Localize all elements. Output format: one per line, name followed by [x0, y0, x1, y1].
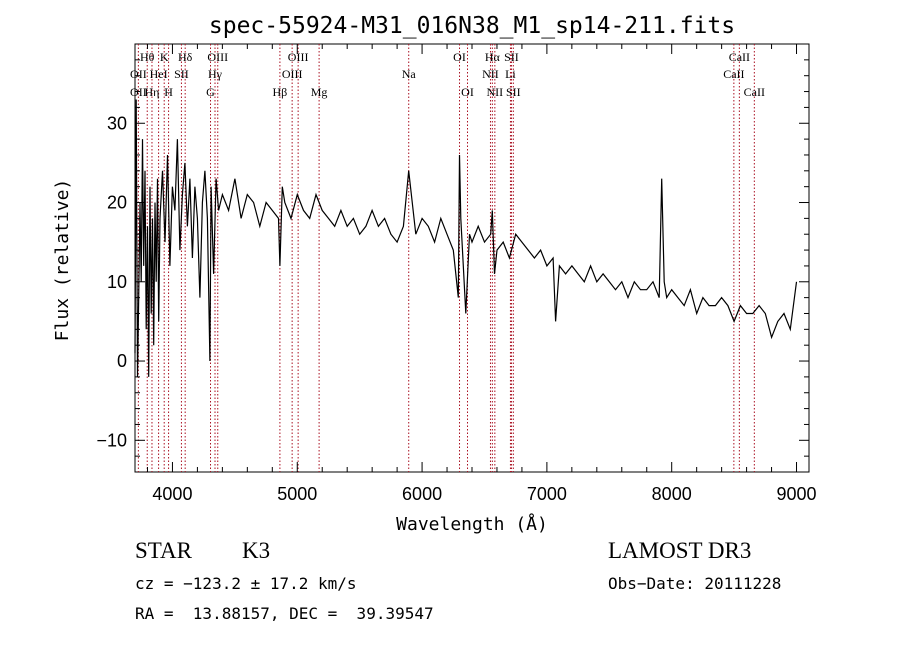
y-axis: −10 0 10 20 30: [96, 59, 809, 457]
line-label: OII: [130, 67, 147, 81]
object-class: STAR: [135, 538, 192, 563]
y-tick-label: 20: [107, 193, 127, 213]
y-tick-label: 10: [107, 272, 127, 292]
line-label: Hβ: [273, 85, 288, 99]
x-tick-label: 6000: [402, 484, 442, 504]
line-label: OI: [453, 50, 466, 64]
line-label: Hθ: [140, 50, 155, 64]
sky-coordinates: RA = 13.88157, DEC = 39.39547: [135, 604, 434, 623]
line-label: NII: [487, 85, 504, 99]
line-label: Hη: [144, 85, 159, 99]
line-label: NII: [482, 67, 499, 81]
line-label: Li: [505, 67, 516, 81]
line-label: Hα: [485, 50, 501, 64]
line-label: Na: [402, 67, 417, 81]
y-tick-label: 30: [107, 113, 127, 133]
x-axis: 4000 5000 6000 7000 8000 9000: [146, 44, 817, 504]
survey-name: LAMOST DR3: [608, 538, 752, 563]
line-label: OIII: [282, 67, 303, 81]
object-subclass: K3: [242, 538, 271, 563]
chart-title: spec-55924-M31_016N38_M1_sp14-211.fits: [209, 13, 735, 39]
line-label: Mg: [311, 85, 328, 99]
line-label: G: [206, 85, 215, 99]
plot-frame: [134, 43, 810, 473]
x-tick-label: 4000: [152, 484, 192, 504]
line-label: Hδ: [178, 50, 193, 64]
line-label: OIII: [288, 50, 309, 64]
y-axis-label: Flux (relative): [52, 179, 73, 342]
x-tick-label: 7000: [527, 484, 567, 504]
line-label: CaII: [723, 67, 744, 81]
x-tick-label: 8000: [652, 484, 692, 504]
line-label: SII: [506, 85, 521, 99]
line-label: CaII: [744, 85, 765, 99]
line-label: HeI: [150, 67, 168, 81]
line-label: OI: [461, 85, 474, 99]
observation-date: Obs−Date: 20111228: [608, 574, 782, 593]
line-label: CaII: [729, 50, 750, 64]
y-tick-label: 0: [117, 351, 127, 371]
spectral-line-markers: [137, 44, 755, 472]
line-label: H: [164, 85, 173, 99]
line-label: OIII: [207, 50, 228, 64]
line-label: SII: [504, 50, 519, 64]
x-tick-label: 9000: [776, 484, 816, 504]
spectrum-line: [134, 99, 798, 377]
x-axis-label: Wavelength (Å): [396, 513, 548, 535]
y-tick-label: −10: [96, 430, 127, 450]
redshift-velocity: cz = −123.2 ± 17.2 km/s: [135, 574, 357, 593]
line-label: K: [160, 50, 169, 64]
x-tick-label: 5000: [277, 484, 317, 504]
line-label: SII: [174, 67, 189, 81]
line-label: Hγ: [208, 67, 223, 81]
